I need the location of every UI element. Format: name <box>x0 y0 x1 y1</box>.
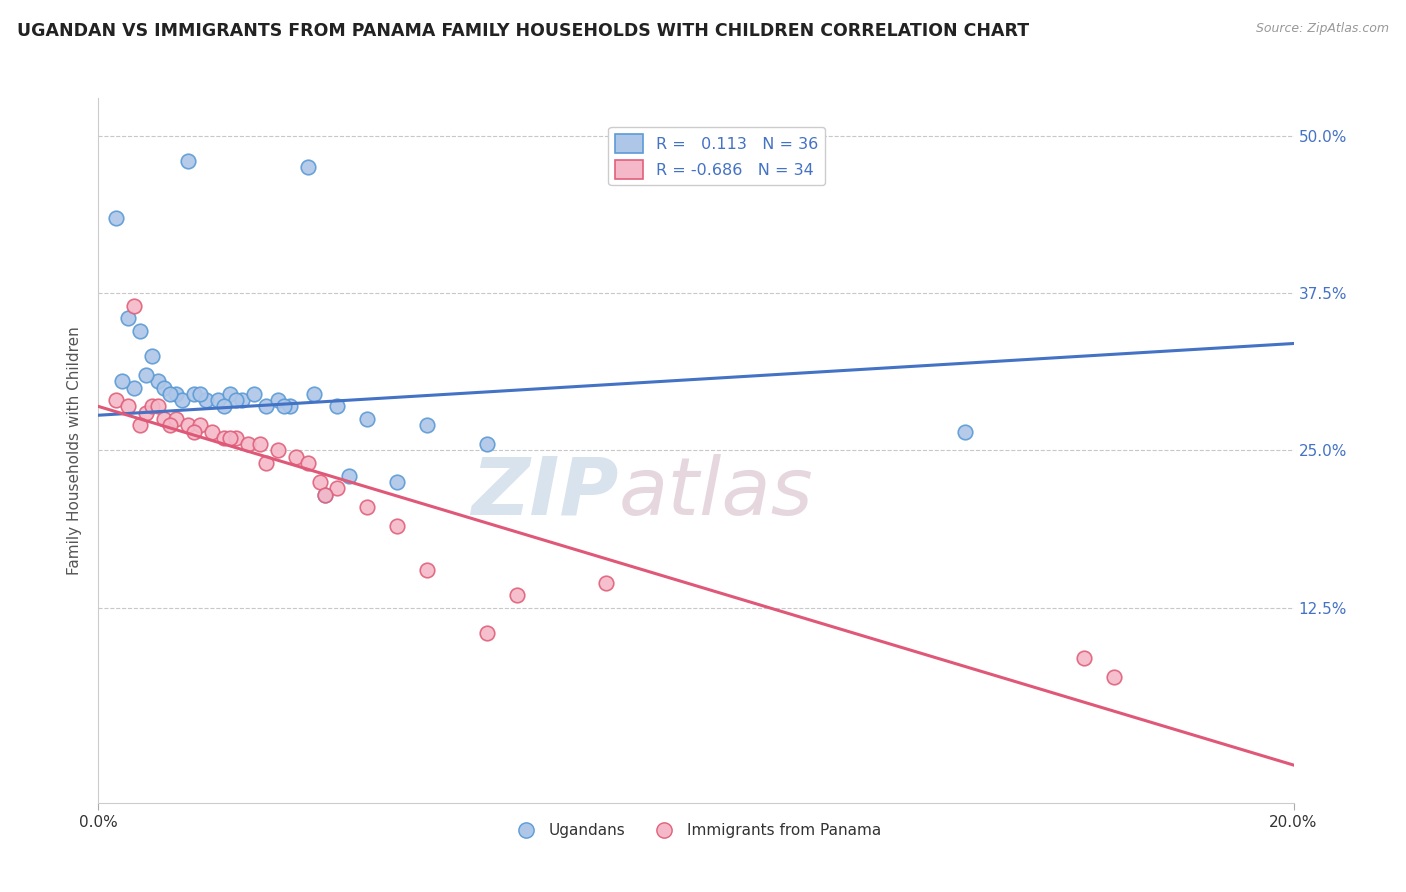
Point <box>356 412 378 426</box>
Point <box>129 418 152 433</box>
Point <box>308 475 330 489</box>
Point <box>475 437 498 451</box>
Point <box>159 418 181 433</box>
Point <box>159 387 181 401</box>
Point <box>273 400 295 414</box>
Point <box>385 519 409 533</box>
Point <box>148 400 170 414</box>
Point <box>188 418 211 433</box>
Point <box>165 412 187 426</box>
Legend: Ugandans, Immigrants from Panama: Ugandans, Immigrants from Panama <box>505 817 887 845</box>
Point <box>506 588 529 602</box>
Text: Source: ZipAtlas.com: Source: ZipAtlas.com <box>1256 22 1389 36</box>
Point <box>297 456 319 470</box>
Point <box>195 393 218 408</box>
Point <box>201 425 224 439</box>
Point <box>177 418 200 433</box>
Point <box>267 393 290 408</box>
Point <box>225 393 247 408</box>
Point <box>124 380 146 394</box>
Point <box>105 393 128 408</box>
Point <box>135 368 157 382</box>
Text: ZIP: ZIP <box>471 454 619 532</box>
Point <box>153 412 176 426</box>
Text: atlas: atlas <box>619 454 813 532</box>
Point <box>236 437 259 451</box>
Point <box>111 374 134 388</box>
Point <box>254 400 277 414</box>
Point <box>284 450 307 464</box>
Point <box>326 400 349 414</box>
Point <box>188 387 211 401</box>
Point <box>207 393 229 408</box>
Point <box>124 299 146 313</box>
Point <box>297 161 319 175</box>
Point <box>254 456 277 470</box>
Point <box>129 324 152 338</box>
Point <box>117 400 139 414</box>
Point <box>475 626 498 640</box>
Point <box>278 400 301 414</box>
Point <box>105 211 128 225</box>
Point <box>243 387 266 401</box>
Point <box>315 487 337 501</box>
Point <box>219 431 242 445</box>
Point <box>212 400 235 414</box>
Point <box>339 468 361 483</box>
Point <box>117 311 139 326</box>
Y-axis label: Family Households with Children: Family Households with Children <box>67 326 83 574</box>
Point <box>249 437 271 451</box>
Point <box>1073 651 1095 665</box>
Point <box>416 563 439 577</box>
Point <box>148 374 170 388</box>
Point <box>219 387 242 401</box>
Point <box>153 380 176 394</box>
Point <box>416 418 439 433</box>
Point <box>183 425 205 439</box>
Point <box>267 443 290 458</box>
Point <box>231 393 253 408</box>
Point <box>225 431 247 445</box>
Point <box>595 575 617 590</box>
Point <box>315 487 337 501</box>
Point <box>141 349 163 363</box>
Point <box>385 475 409 489</box>
Point <box>135 406 157 420</box>
Point <box>212 431 235 445</box>
Point <box>1104 670 1126 684</box>
Point <box>326 481 349 495</box>
Point <box>183 387 205 401</box>
Point <box>302 387 325 401</box>
Point <box>141 400 163 414</box>
Point <box>177 154 200 169</box>
Point <box>165 387 187 401</box>
Text: UGANDAN VS IMMIGRANTS FROM PANAMA FAMILY HOUSEHOLDS WITH CHILDREN CORRELATION CH: UGANDAN VS IMMIGRANTS FROM PANAMA FAMILY… <box>17 22 1029 40</box>
Point <box>172 393 194 408</box>
Point <box>356 500 378 514</box>
Point <box>953 425 976 439</box>
